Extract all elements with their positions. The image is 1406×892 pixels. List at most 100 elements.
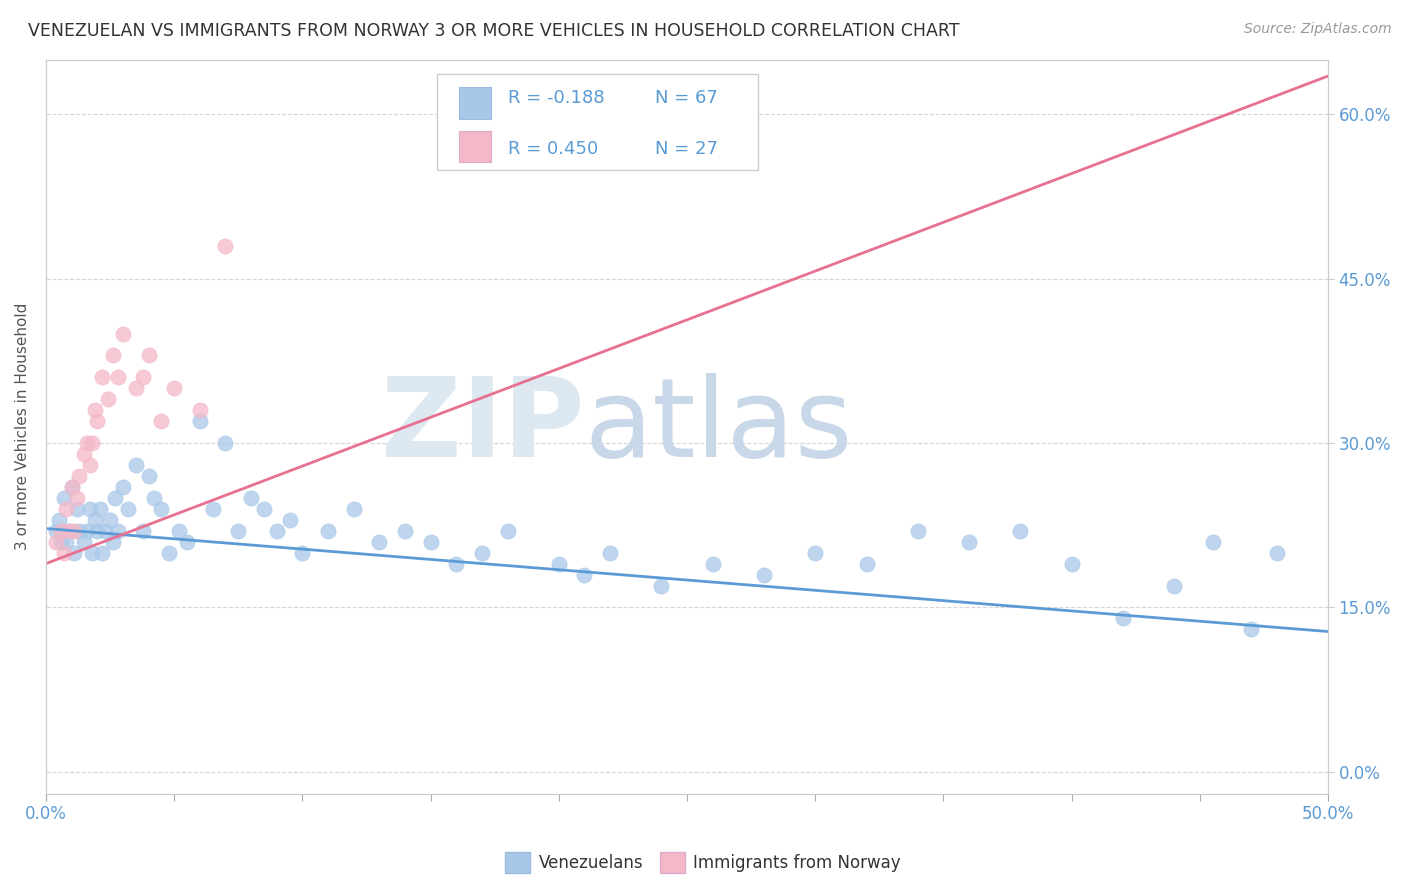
Point: [86, 414, 108, 428]
Point: [188, 403, 211, 417]
Text: N = 67: N = 67: [655, 89, 718, 107]
Point: [45, 534, 67, 549]
Point: [107, 524, 129, 538]
Point: [343, 501, 366, 516]
Point: [157, 546, 180, 560]
Point: [176, 534, 198, 549]
Point: [55, 501, 77, 516]
Point: [111, 326, 134, 341]
Point: [52, 491, 75, 505]
Point: [547, 557, 569, 571]
Point: [82, 436, 104, 450]
Point: [96, 392, 118, 407]
Point: [1265, 546, 1288, 560]
Point: [188, 414, 211, 428]
Point: [67, 469, 90, 483]
Point: [45, 524, 67, 538]
Point: [73, 534, 96, 549]
Point: [67, 524, 90, 538]
Point: [266, 524, 288, 538]
Point: [804, 546, 827, 560]
Text: N = 27: N = 27: [655, 140, 718, 159]
Point: [316, 524, 339, 538]
Point: [1202, 534, 1225, 549]
Point: [58, 524, 80, 538]
Point: [150, 501, 173, 516]
Point: [82, 546, 104, 560]
Point: [66, 491, 89, 505]
Point: [169, 524, 191, 538]
Point: [104, 491, 127, 505]
Point: [446, 557, 468, 571]
Point: [79, 458, 101, 472]
Point: [150, 414, 173, 428]
Point: [48, 513, 70, 527]
Text: atlas: atlas: [585, 373, 853, 480]
Point: [51, 524, 73, 538]
Point: [1060, 557, 1083, 571]
Point: [142, 491, 165, 505]
Point: [138, 469, 160, 483]
Point: [574, 567, 596, 582]
Point: [125, 381, 148, 395]
Text: R = 0.450: R = 0.450: [508, 140, 598, 159]
Point: [132, 524, 155, 538]
Point: [214, 436, 236, 450]
Point: [91, 370, 114, 384]
Point: [89, 501, 111, 516]
Point: [138, 348, 160, 362]
Point: [63, 546, 86, 560]
Point: [368, 534, 391, 549]
Point: [125, 458, 148, 472]
Point: [201, 501, 224, 516]
Point: [599, 546, 621, 560]
Y-axis label: 3 or more Vehicles in Household: 3 or more Vehicles in Household: [15, 303, 30, 550]
Point: [394, 524, 416, 538]
Text: Source: ZipAtlas.com: Source: ZipAtlas.com: [1244, 22, 1392, 37]
Point: [107, 370, 129, 384]
Point: [226, 524, 249, 538]
Point: [51, 534, 73, 549]
Point: [1010, 524, 1032, 538]
Point: [240, 491, 263, 505]
Point: [111, 480, 134, 494]
Point: [63, 524, 86, 538]
Point: [60, 480, 83, 494]
Point: [83, 513, 105, 527]
Point: [855, 557, 877, 571]
Point: [752, 567, 775, 582]
Point: [58, 524, 80, 538]
Point: [83, 403, 105, 417]
Point: [1163, 578, 1185, 592]
Point: [957, 534, 980, 549]
Point: [214, 239, 236, 253]
Point: [55, 534, 77, 549]
Point: [419, 534, 441, 549]
Point: [101, 348, 124, 362]
Text: ZIP: ZIP: [381, 373, 585, 480]
FancyBboxPatch shape: [437, 74, 758, 169]
Point: [291, 546, 314, 560]
Point: [91, 546, 114, 560]
Point: [650, 578, 672, 592]
Point: [94, 524, 117, 538]
Point: [73, 447, 96, 461]
Point: [76, 524, 98, 538]
Point: [278, 513, 301, 527]
Point: [1112, 611, 1135, 625]
Point: [132, 370, 155, 384]
Bar: [458, 87, 491, 119]
Point: [76, 436, 98, 450]
Legend: Venezuelans, Immigrants from Norway: Venezuelans, Immigrants from Norway: [499, 846, 907, 880]
Point: [1240, 623, 1263, 637]
Point: [117, 501, 139, 516]
Point: [702, 557, 724, 571]
Point: [907, 524, 929, 538]
Point: [471, 546, 494, 560]
Point: [52, 546, 75, 560]
Point: [79, 501, 101, 516]
Point: [163, 381, 186, 395]
Point: [86, 524, 108, 538]
Point: [98, 513, 121, 527]
Point: [60, 480, 83, 494]
